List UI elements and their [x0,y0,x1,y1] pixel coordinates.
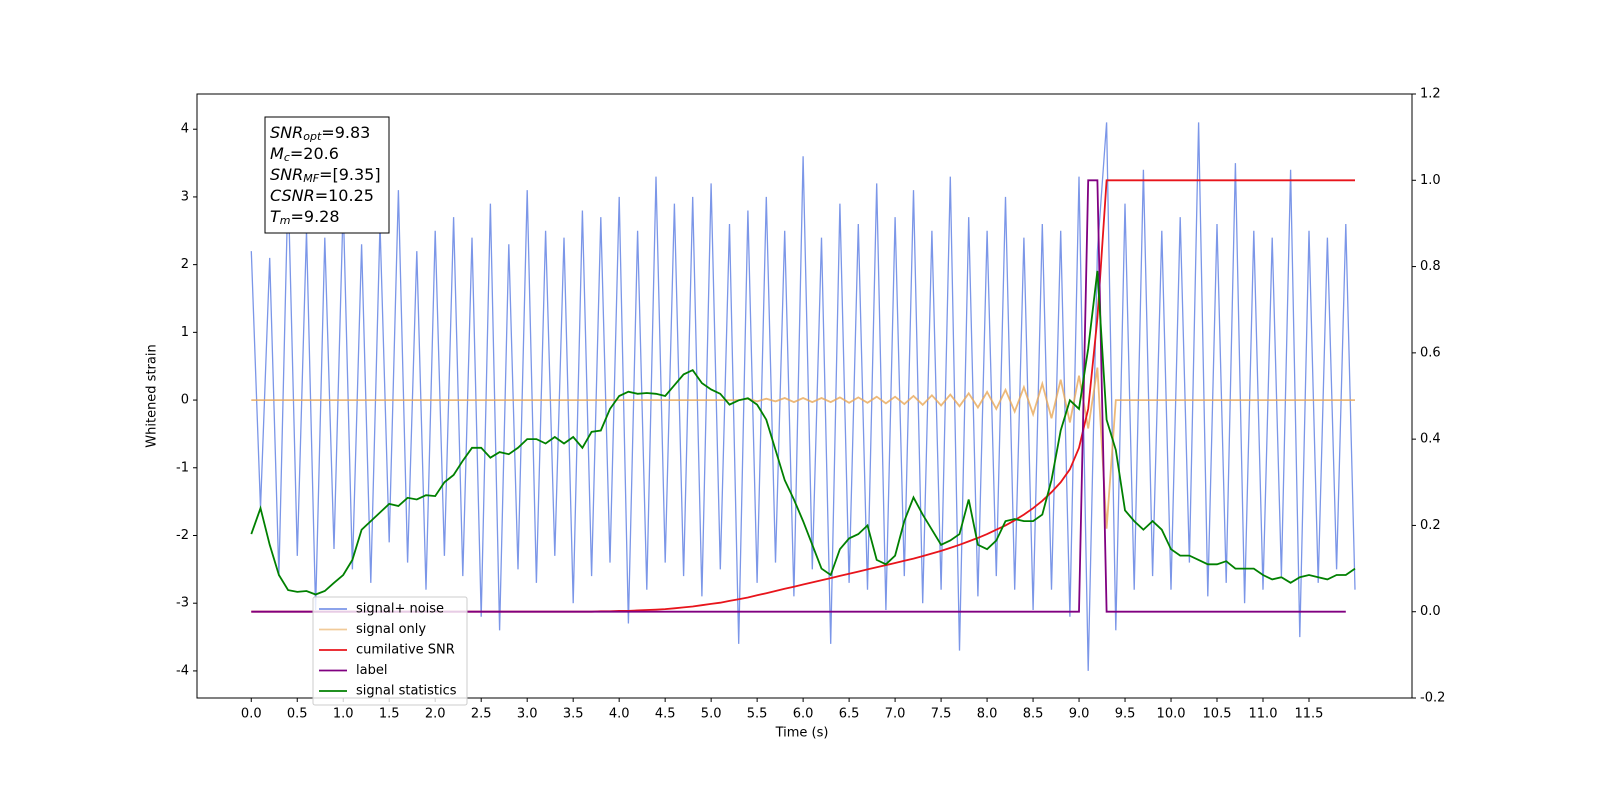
x-tick-label: 1.0 [333,707,354,722]
y2-tick-label: -0.2 [1420,691,1445,706]
y-tick-label: -4 [176,663,189,678]
annotation-subscript: c [284,151,290,164]
x-tick-label: 7.5 [931,707,952,722]
x-tick-label: 9.0 [1069,707,1090,722]
y2-tick-label: 0.4 [1420,432,1441,447]
annotation-subscript: MF [303,172,319,185]
x-tick-label: 5.5 [747,707,768,722]
y2-tick-label: 0.2 [1420,518,1441,533]
x-tick-label: 9.5 [1115,707,1136,722]
x-tick-label: 7.0 [885,707,906,722]
annotation-symbol: SNR [270,123,303,142]
x-tick-label: 3.5 [563,707,584,722]
annotation-symbol: CSNR [270,186,315,205]
legend-label: label [356,663,387,678]
y-tick-label: -3 [176,596,189,611]
annotation-line: CSNR=10.25 [270,186,374,205]
y-tick-label: -1 [176,460,189,475]
annotation-value: =20.6 [290,144,339,163]
annotation-line: Mc=20.6 [270,144,339,165]
x-tick-label: 6.0 [793,707,814,722]
y-tick-label: 1 [181,325,189,340]
x-axis-label: Time (s) [775,726,829,741]
x-tick-label: 10.0 [1157,707,1186,722]
y-tick-label: 0 [181,393,189,408]
series-line [250,270,1356,596]
annotation-value: =10.25 [315,186,374,205]
annotation-symbol: T [270,207,281,226]
x-tick-label: 3.0 [517,707,538,722]
y-tick-label: 2 [181,257,189,272]
x-tick-label: 8.5 [1023,707,1044,722]
y2-tick-label: 1.2 [1420,87,1441,102]
annotation-value: =[9.35] [319,165,381,184]
annotation-line: Tm=9.28 [270,207,340,228]
annotation-subscript: opt [303,130,322,143]
x-tick-label: 1.5 [379,707,400,722]
y2-tick-label: 1.0 [1420,173,1441,188]
x-tick-label: 2.0 [425,707,446,722]
series-line [250,122,1356,671]
x-tick-label: 0.5 [287,707,308,722]
y-tick-label: 3 [181,189,189,204]
y2-tick-label: 0.6 [1420,345,1441,360]
x-tick-label: 5.0 [701,707,722,722]
annotation-value: =9.83 [321,123,370,142]
annotation-value: =9.28 [291,207,340,226]
x-tick-label: 8.0 [977,707,998,722]
legend-label: cumilative SNR [356,643,455,658]
x-tick-label: 6.5 [839,707,860,722]
annotation-box [264,116,390,234]
plot-frame [196,93,1413,699]
x-tick-label: 2.5 [471,707,492,722]
x-tick-label: 4.5 [655,707,676,722]
x-tick-label: 11.5 [1295,707,1324,722]
x-tick-label: 10.5 [1203,707,1232,722]
legend-box [312,596,468,706]
series-line [251,367,1355,529]
legend: signal+ noise signal only cumilative SNR la… [312,596,468,706]
annotation-symbol: M [270,144,284,163]
legend-label: signal only [356,622,426,637]
annotation-symbol: SNR [270,165,303,184]
y2-tick-label: 0.0 [1420,604,1441,619]
legend-label: signal+ noise [356,602,444,617]
legend-label: signal statistics [356,684,457,699]
y-tick-label: -2 [176,528,189,543]
annotation-line: SNRopt=9.83 [270,123,370,144]
x-tick-label: 11.0 [1249,707,1278,722]
y-axis-label: Whitened strain [145,344,160,447]
y2-tick-label: 0.8 [1420,259,1441,274]
annotation: SNRopt=9.83Mc=20.6SNRMF=[9.35]CSNR=10.25… [264,116,390,234]
annotation-subscript: m [280,214,291,227]
annotation-line: SNRMF=[9.35] [270,165,381,186]
y-tick-label: 4 [181,122,189,137]
x-tick-label: 4.0 [609,707,630,722]
x-tick-label: 0.0 [241,707,262,722]
